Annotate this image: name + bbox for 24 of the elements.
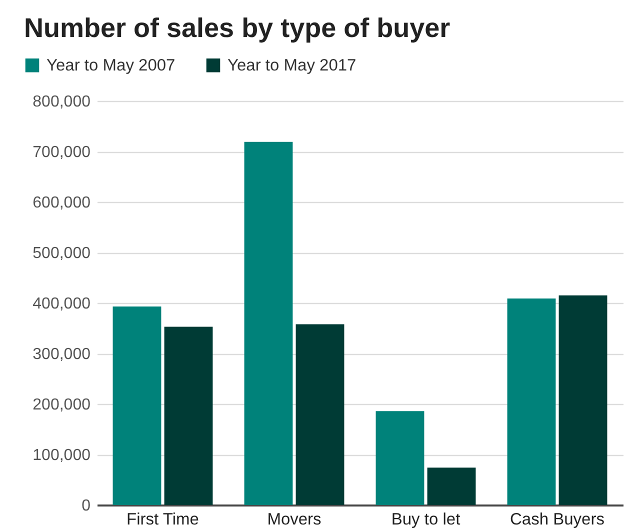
bar xyxy=(244,142,293,505)
legend-label: Year to May 2017 xyxy=(228,56,356,74)
x-tick-label: Cash Buyers xyxy=(510,510,604,528)
y-tick-label: 600,000 xyxy=(32,194,91,212)
bar xyxy=(427,468,476,505)
bar xyxy=(507,298,556,505)
y-tick-label: 0 xyxy=(82,498,91,514)
y-tick-label: 700,000 xyxy=(32,144,91,161)
y-tick-label: 800,000 xyxy=(32,94,91,110)
bar xyxy=(376,411,424,505)
bar xyxy=(558,295,608,505)
y-tick-label: 500,000 xyxy=(32,245,91,262)
chart-title: Number of sales by type of buyer xyxy=(24,13,451,43)
bar xyxy=(296,324,344,505)
bar xyxy=(164,326,213,505)
bar xyxy=(112,306,162,505)
y-tick-label: 400,000 xyxy=(32,296,91,312)
y-tick-label: 300,000 xyxy=(32,346,91,363)
y-tick-label: 200,000 xyxy=(32,396,91,414)
x-tick-label: Movers xyxy=(267,510,322,528)
legend-label: Year to May 2007 xyxy=(46,56,176,74)
x-tick-label: Buy to let xyxy=(391,510,461,528)
x-tick-label: First Time xyxy=(126,510,199,528)
y-tick-label: 100,000 xyxy=(32,447,91,464)
